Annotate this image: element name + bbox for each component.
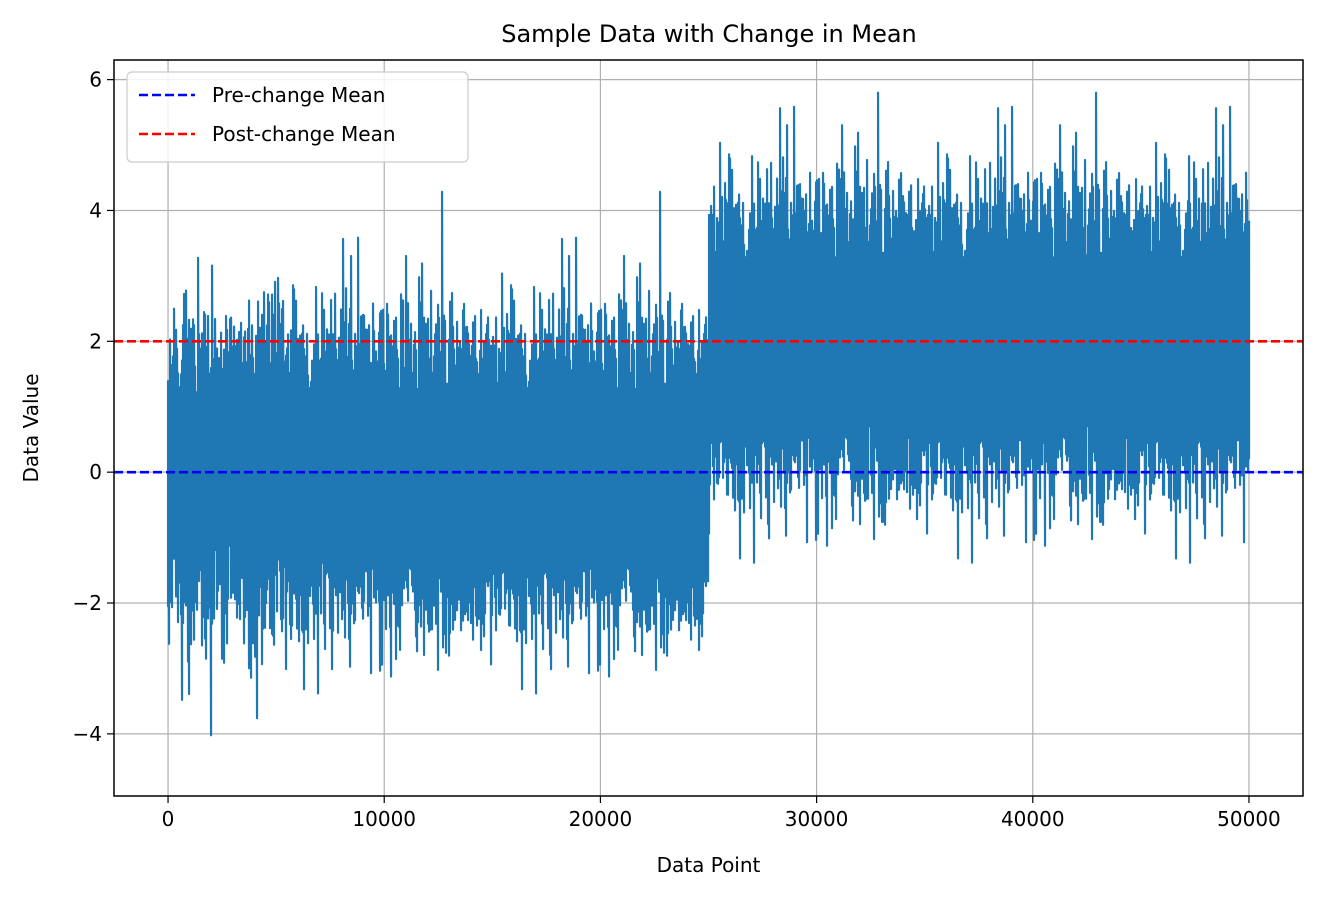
axes-frame <box>113 59 1304 797</box>
x-tick-label: 20000 <box>569 807 633 831</box>
x-tick-label: 30000 <box>785 807 849 831</box>
y-tick-label: −2 <box>73 591 102 615</box>
y-tick-label: 2 <box>89 329 102 353</box>
axis-ticks: 0 10000 20000 30000 40000 50000 −4 −2 0 2 4 6 <box>73 68 1281 831</box>
chart-title: Sample Data with Change in Mean <box>501 20 917 48</box>
plot-area <box>166 91 1251 737</box>
mean-lines <box>114 340 1303 474</box>
legend-box <box>126 71 469 163</box>
x-tick-label: 0 <box>162 807 175 831</box>
legend: Pre-change Mean Post-change Mean <box>126 71 469 163</box>
x-axis-label: Data Point <box>657 853 761 877</box>
x-tick-label: 50000 <box>1217 807 1281 831</box>
x-tick-label: 10000 <box>352 807 416 831</box>
data-series-line <box>166 91 1251 737</box>
legend-label: Post-change Mean <box>212 122 396 146</box>
y-tick-label: 4 <box>89 198 102 222</box>
y-tick-label: 0 <box>89 460 102 484</box>
legend-label: Pre-change Mean <box>212 83 385 107</box>
y-tick-label: −4 <box>73 722 102 746</box>
x-tick-label: 40000 <box>1001 807 1065 831</box>
y-tick-label: 6 <box>89 68 102 92</box>
y-axis-label: Data Value <box>19 373 43 482</box>
